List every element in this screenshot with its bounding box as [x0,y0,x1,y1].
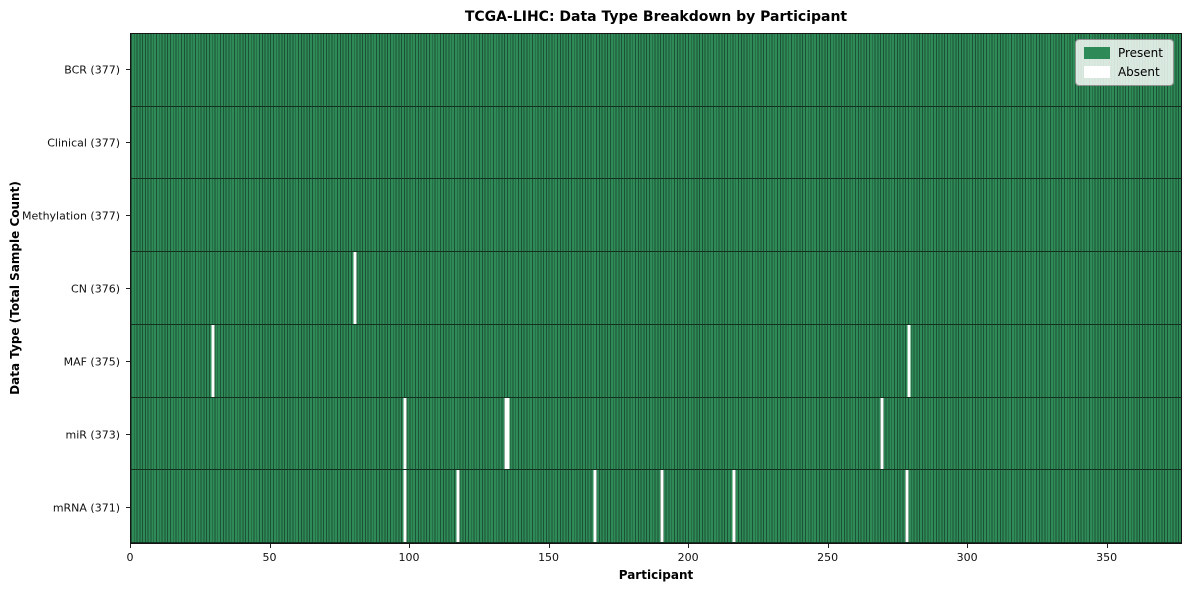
ytick-label-bcr: BCR (377) [64,63,120,76]
xtick-mark [269,544,271,548]
absent-swatch-icon [1083,66,1110,78]
absent-marker [593,470,597,543]
ytick-label-mrna: mRNA (371) [52,501,120,514]
absent-marker [211,324,215,397]
ytick-mark [126,288,130,289]
data-row-cn [131,252,1181,325]
xtick-label-250: 250 [817,551,839,564]
ytick-mark [126,361,130,362]
xtick-mark [130,544,131,548]
ytick-label-maf: MAF (375) [63,355,120,368]
absent-marker [905,470,909,543]
xtick-mark [688,544,690,548]
plot-area: Present Absent [130,33,1182,544]
absent-marker [732,470,736,543]
xtick-label-300: 300 [956,551,978,564]
xtick-label-50: 50 [262,551,277,564]
xtick-label-350: 350 [1096,551,1118,564]
data-row-bcr [131,34,1181,107]
x-axis-title: Participant [618,568,694,582]
xtick-mark [409,544,411,548]
xtick-mark [967,544,969,548]
ytick-label-methylation: Methylation (377) [22,209,120,222]
x-axis-ticks: 0 50 100 150 200 250 300 350 [126,544,1182,568]
ytick-mark [126,507,130,508]
absent-marker [353,252,357,324]
data-row-methylation [131,179,1181,253]
ytick-mark [126,68,130,70]
data-row-maf [131,324,1181,398]
absent-marker [504,397,508,470]
data-row-mrna [131,470,1181,544]
absent-marker [456,470,460,543]
legend-label-absent: Absent [1117,65,1160,79]
xtick-mark [548,544,550,548]
xtick-mark [827,544,829,548]
xtick-label-200: 200 [677,551,699,564]
legend-label-present: Present [1117,46,1163,60]
ytick-label-cn: CN (376) [71,282,120,295]
chart-title: TCGA-LIHC: Data Type Breakdown by Partic… [464,9,848,25]
ytick-mark [126,434,130,435]
data-row-clinical [131,106,1181,180]
absent-marker [660,470,664,543]
ytick-mark [126,142,130,143]
ytick-label-clinical: Clinical (377) [47,136,120,149]
legend-item-present: Present [1083,46,1163,60]
absent-marker [403,397,407,470]
absent-marker [880,397,884,470]
xtick-mark [1106,544,1108,548]
xtick-label-100: 100 [398,551,420,564]
xtick-label-0: 0 [126,551,134,564]
ytick-label-mir: miR (373) [65,428,121,441]
present-swatch-icon [1083,47,1110,59]
ytick-mark [126,215,130,216]
data-row-mir [131,397,1181,471]
absent-marker [506,397,510,470]
xtick-label-150: 150 [538,551,560,564]
legend-item-absent: Absent [1083,65,1163,79]
y-axis-ticks: BCR (377) Clinical (377) Methylation (377)… [0,33,130,544]
legend: Present Absent [1074,39,1174,86]
absent-marker [403,470,407,543]
absent-marker [907,324,911,397]
